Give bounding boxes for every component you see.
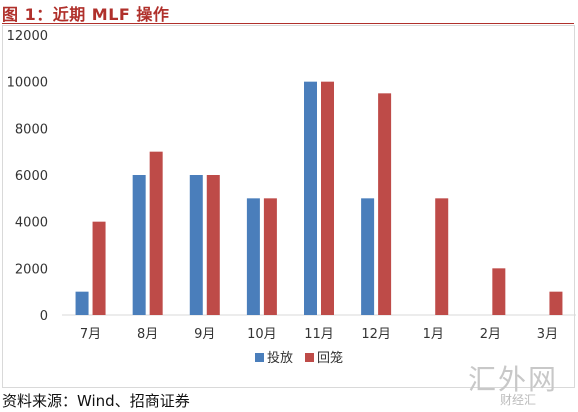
- x-tick-label: 3月: [537, 327, 558, 342]
- y-axis-ticks: 0 2000 4000 6000 8000 10000 12000: [7, 29, 48, 324]
- bar-invest-9月: [189, 175, 203, 315]
- watermark-logo: 汇外网: [468, 363, 559, 396]
- bar-withdraw-2月: [492, 268, 506, 315]
- x-tick-label: 1月: [423, 327, 444, 342]
- bar-invest-7月: [75, 291, 89, 315]
- x-tick-label: 2月: [480, 327, 501, 342]
- bar-invest-10月: [246, 198, 260, 315]
- y-tick-label: 6000: [15, 169, 48, 184]
- y-tick-label: 12000: [7, 29, 48, 44]
- bars: [75, 81, 563, 316]
- bar-invest-11月: [304, 81, 317, 316]
- watermark-sub: 财经汇: [500, 393, 537, 407]
- y-tick-label: 2000: [15, 262, 48, 277]
- legend-swatch-invest: [255, 353, 264, 362]
- chart-frame: [2, 25, 575, 388]
- bar-withdraw-11月: [321, 81, 334, 316]
- x-tick-label: 11月: [304, 327, 334, 342]
- page-title: 图 1：近期 MLF 操作: [2, 5, 170, 24]
- x-axis-ticks: 7月 8月 9月 10月 11月 12月 1月 2月 3月: [80, 327, 558, 342]
- bar-withdraw-3月: [549, 291, 563, 315]
- bar-withdraw-12月: [378, 93, 392, 315]
- title-rule: [2, 23, 574, 24]
- legend-label-withdraw: 回笼: [317, 350, 343, 366]
- bar-withdraw-7月: [92, 221, 106, 315]
- bar-withdraw-10月: [263, 198, 277, 315]
- bar-invest-12月: [361, 198, 375, 315]
- legend-swatch-withdraw: [305, 353, 314, 362]
- x-tick-label: 8月: [137, 327, 158, 342]
- x-tick-label: 9月: [194, 327, 215, 342]
- bar-withdraw-1月: [435, 198, 449, 315]
- bar-invest-8月: [132, 175, 146, 315]
- y-tick-label: 0: [40, 309, 48, 324]
- bar-withdraw-9月: [206, 175, 220, 315]
- y-tick-label: 4000: [15, 216, 48, 231]
- x-tick-label: 7月: [80, 327, 101, 342]
- legend-label-invest: 投放: [267, 350, 293, 366]
- y-tick-label: 8000: [15, 122, 48, 137]
- bar-withdraw-8月: [149, 151, 163, 315]
- legend: 投放 回笼: [255, 350, 343, 366]
- x-tick-label: 12月: [361, 327, 391, 342]
- x-tick-label: 10月: [247, 327, 277, 342]
- y-tick-label: 10000: [7, 76, 48, 91]
- source-note: 资料来源：Wind、招商证券: [2, 392, 190, 410]
